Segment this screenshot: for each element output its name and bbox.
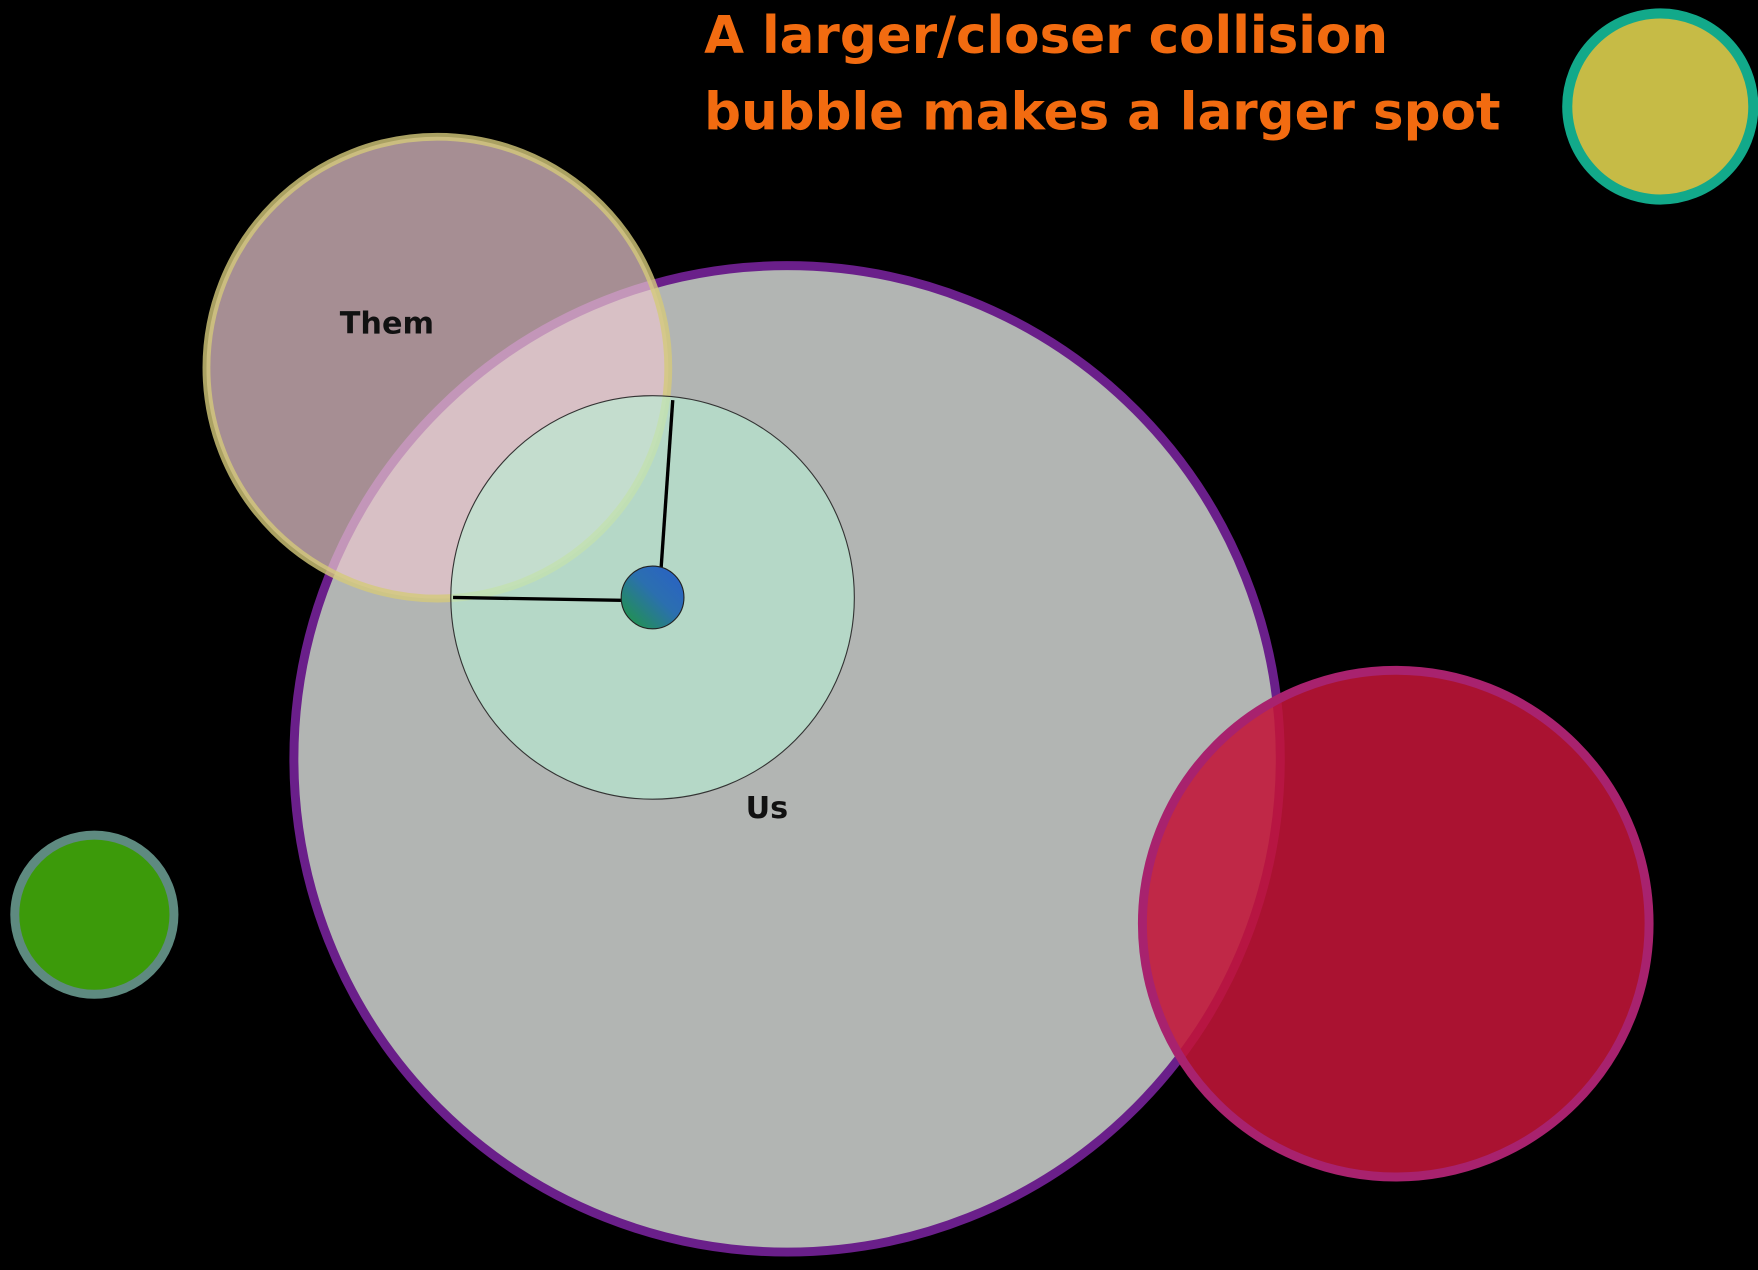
- yellow-bubble: [1562, 8, 1758, 205]
- red-bubble: [1137, 665, 1654, 1182]
- green-bubble: [10, 830, 179, 999]
- radius-line: [657, 400, 675, 595]
- title-line: A larger/closer collision: [704, 6, 1388, 66]
- center-dot: [620, 565, 685, 630]
- radius-line: [453, 595, 653, 603]
- them-label: Them: [340, 307, 434, 342]
- title-line: bubble makes a larger spot: [704, 82, 1500, 142]
- us-label: Us: [746, 791, 789, 826]
